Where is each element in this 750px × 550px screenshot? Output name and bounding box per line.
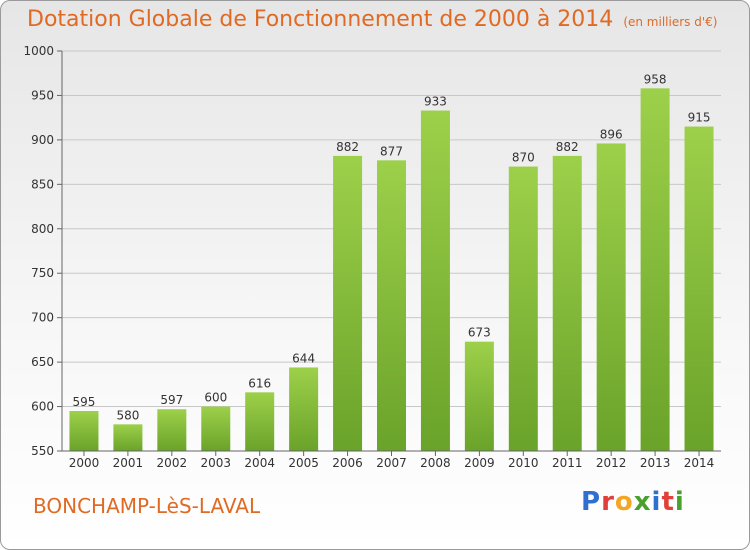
data-label-2002: 597: [160, 393, 183, 407]
data-label-2007: 877: [380, 144, 403, 158]
bar-2005: [289, 367, 319, 451]
x-tick-label-2006: 2006: [332, 456, 363, 470]
bar-2002: [157, 409, 187, 451]
bar-2006: [333, 155, 363, 451]
y-tick-label: 1000: [23, 44, 54, 58]
data-label-2009: 673: [468, 326, 491, 340]
bar-2011: [552, 155, 582, 451]
x-tick-label-2002: 2002: [157, 456, 188, 470]
bar-2007: [377, 160, 406, 452]
data-label-2005: 644: [292, 351, 315, 365]
logo-letter: t: [661, 487, 675, 517]
data-label-2003: 600: [204, 391, 227, 405]
data-label-2012: 896: [600, 127, 623, 141]
axes: 550 600 650 700 750 800 850 900 950 1000 2000 2001 2…: [23, 44, 721, 470]
bar-2012: [596, 143, 626, 451]
x-tick-label-2009: 2009: [464, 456, 495, 470]
x-tick-label-2007: 2007: [376, 456, 407, 470]
chart-unit: (en milliers d'€): [623, 15, 718, 29]
bars: 595 580 597 600 616 644 882 877 933 673 870 882 896 9…: [69, 72, 714, 452]
x-tick-label-2011: 2011: [552, 456, 583, 470]
data-label-2006: 882: [336, 140, 359, 154]
logo-letter: r: [601, 487, 615, 517]
bar-2004: [245, 392, 275, 451]
y-tick-label: 550: [31, 444, 54, 458]
x-tick-label-2010: 2010: [508, 456, 539, 470]
data-label-2001: 580: [116, 408, 139, 422]
y-tick-label: 650: [31, 355, 54, 369]
y-tick-label: 950: [31, 88, 54, 102]
x-tick-label-2014: 2014: [684, 456, 715, 470]
bar-2014: [684, 126, 714, 452]
bar-2000: [69, 411, 99, 451]
y-tick-label: 700: [31, 311, 54, 325]
data-label-2008: 933: [424, 95, 447, 109]
x-tick-label-2013: 2013: [640, 456, 671, 470]
y-tick-label: 800: [31, 222, 54, 236]
y-tick-label: 600: [31, 400, 54, 414]
bar-2008: [420, 110, 450, 452]
x-tick-label-2001: 2001: [113, 456, 144, 470]
logo-letter: i: [674, 487, 685, 517]
bar-2003: [201, 406, 231, 451]
data-label-2000: 595: [73, 395, 96, 409]
x-tick-label-2000: 2000: [69, 456, 100, 470]
logo-letter: x: [633, 487, 652, 517]
x-tick-label-2012: 2012: [596, 456, 627, 470]
x-tick-label-2008: 2008: [420, 456, 451, 470]
bar-2009: [464, 341, 494, 451]
y-tick-label: 900: [31, 133, 54, 147]
data-label-2011: 882: [556, 140, 579, 154]
x-tick-label-2005: 2005: [288, 456, 319, 470]
x-tick-label-2004: 2004: [244, 456, 275, 470]
bar-2010: [508, 166, 538, 452]
y-tick-label: 750: [31, 266, 54, 280]
chart-title: Dotation Globale de Fonctionnement de 20…: [27, 7, 717, 32]
data-label-2010: 870: [512, 151, 535, 165]
logo-letter: o: [614, 487, 634, 517]
data-label-2004: 616: [248, 376, 271, 390]
y-tick-label: 850: [31, 177, 54, 191]
data-label-2014: 915: [688, 111, 711, 125]
x-tick-label-2003: 2003: [200, 456, 231, 470]
chart-title-text: Dotation Globale de Fonctionnement de 20…: [27, 7, 614, 32]
commune-name: BONCHAMP-LèS-LAVAL: [33, 494, 261, 518]
proxiti-logo: Proxiti: [581, 487, 685, 517]
logo-letter: i: [651, 487, 662, 517]
bar-2001: [113, 424, 143, 451]
logo-letter: P: [581, 487, 602, 517]
bar-2013: [640, 88, 670, 451]
data-label-2013: 958: [644, 72, 667, 86]
